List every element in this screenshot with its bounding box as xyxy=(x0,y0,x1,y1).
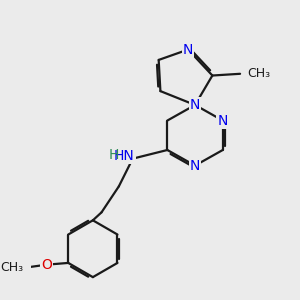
Text: O: O xyxy=(41,258,52,272)
Text: H: H xyxy=(109,148,119,161)
Text: N: N xyxy=(218,114,228,128)
Text: CH₃: CH₃ xyxy=(248,67,271,80)
Text: HN: HN xyxy=(114,149,134,163)
Text: CH₃: CH₃ xyxy=(0,261,23,274)
Text: N: N xyxy=(190,98,200,112)
Text: N: N xyxy=(183,43,193,56)
Text: N: N xyxy=(190,159,200,172)
